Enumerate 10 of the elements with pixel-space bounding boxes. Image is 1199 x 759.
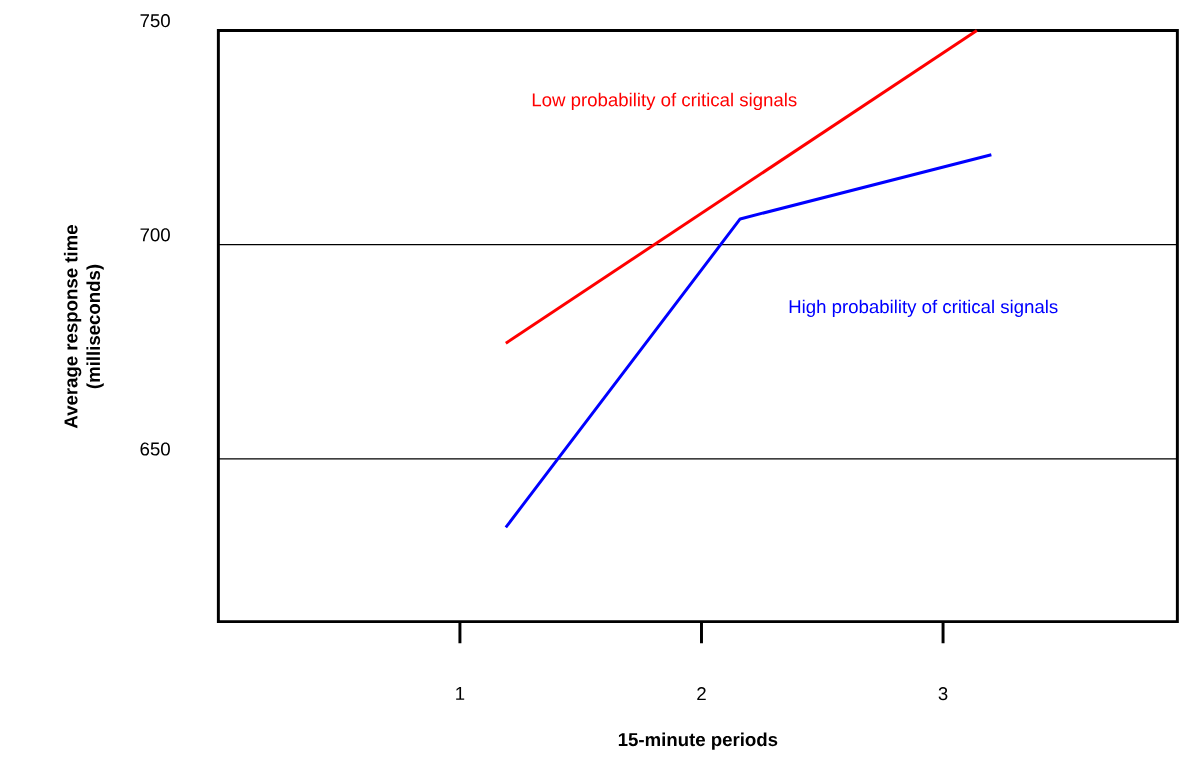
y-tick-label: 750 [140, 13, 170, 28]
x-axis-title: 15-minute periods [618, 732, 778, 750]
y-axis-title: Average response time (milliseconds) [63, 224, 104, 429]
x-tick-label: 3 [938, 686, 948, 701]
text: High probability of critical signals [789, 299, 1058, 317]
y-tick-label: 700 [140, 228, 170, 242]
series-label: Low probability of critical signals [532, 92, 797, 110]
x-tick-label: 2 [697, 686, 706, 700]
y-tick-label: 650 [140, 442, 170, 456]
x-tick-label: 1 [456, 686, 465, 700]
